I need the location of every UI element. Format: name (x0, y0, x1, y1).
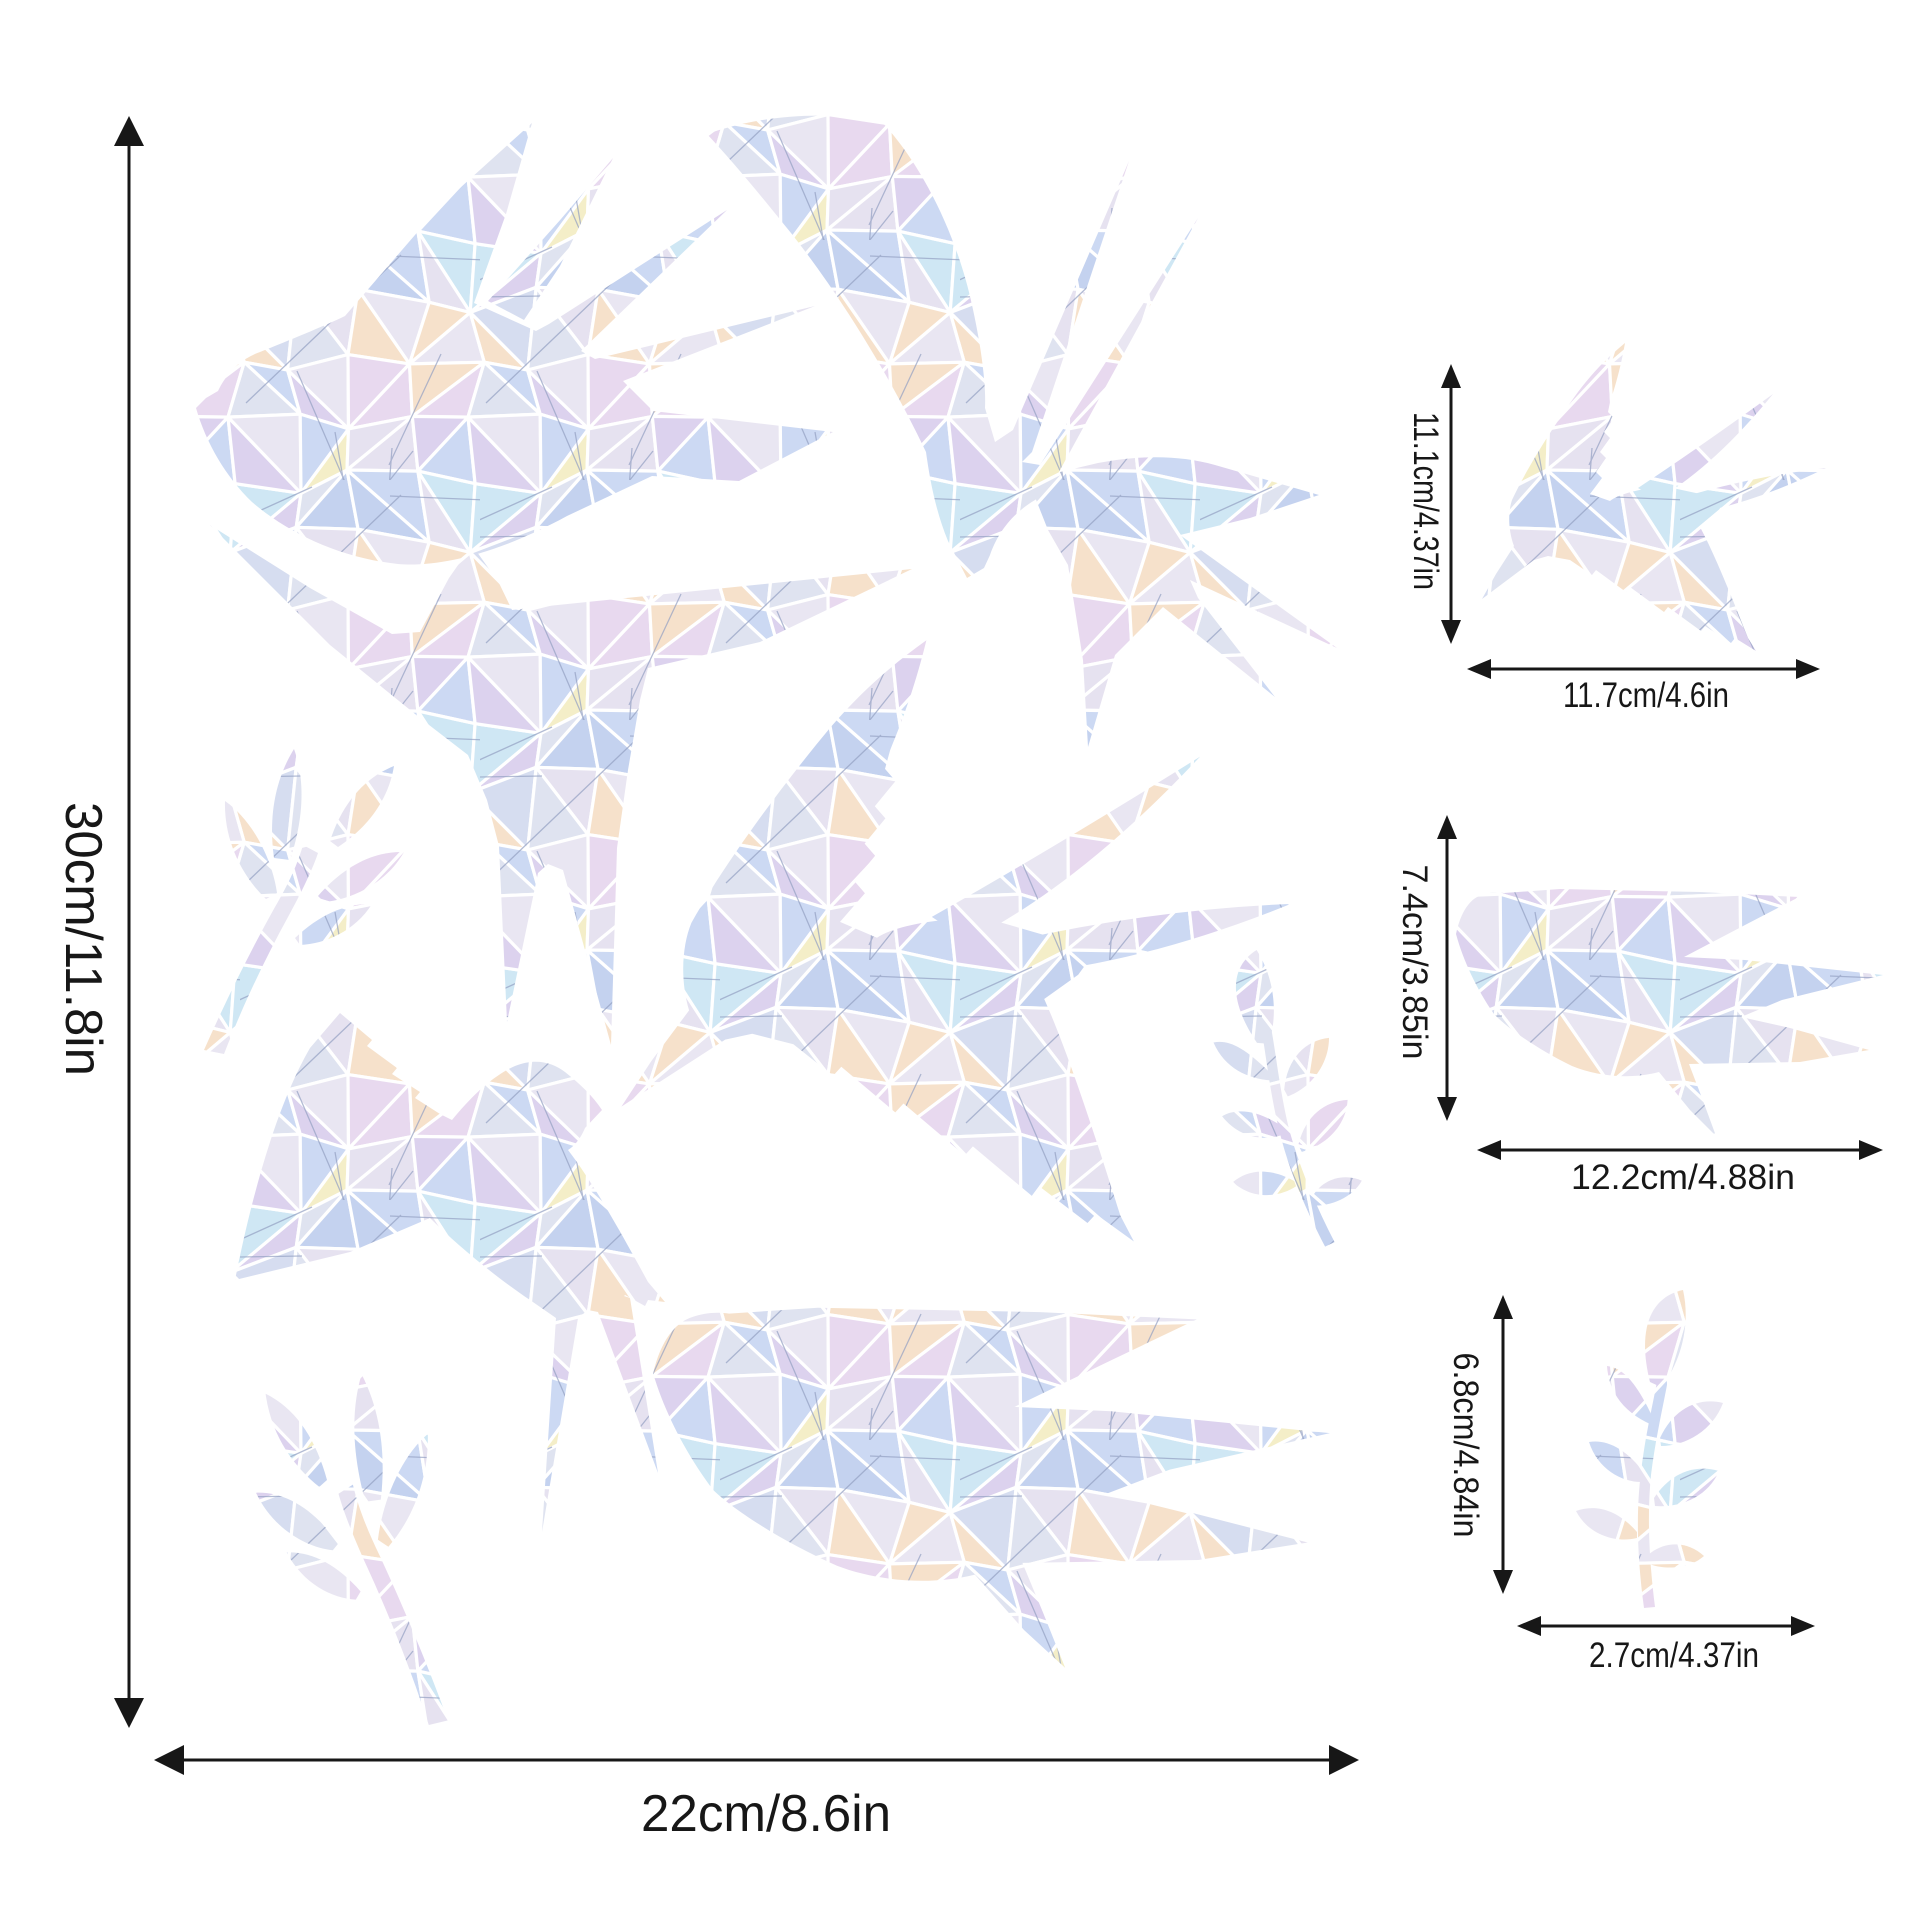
svg-text:6.8cm/4.84in: 6.8cm/4.84in (1446, 1353, 1485, 1538)
svg-text:2.7cm/4.37in: 2.7cm/4.37in (1589, 1636, 1759, 1675)
svg-text:12.2cm/4.88in: 12.2cm/4.88in (1571, 1158, 1795, 1197)
svg-text:11.1cm/4.37in: 11.1cm/4.37in (1406, 412, 1445, 590)
svg-text:30cm/11.8in: 30cm/11.8in (54, 802, 112, 1076)
svg-text:11.7cm/4.6in: 11.7cm/4.6in (1563, 676, 1729, 715)
svg-text:7.4cm/3.85in: 7.4cm/3.85in (1395, 865, 1434, 1060)
svg-text:22cm/8.6in: 22cm/8.6in (641, 1785, 891, 1843)
